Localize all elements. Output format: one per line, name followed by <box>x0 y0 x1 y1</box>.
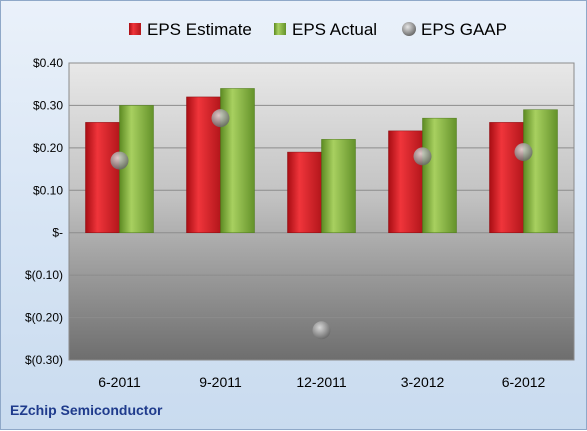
bar-eps-actual <box>321 139 356 233</box>
y-tick-label: $0.10 <box>33 183 63 197</box>
point-eps-gaap <box>312 321 331 340</box>
y-tick-label: $0.20 <box>33 141 63 155</box>
bar-eps-actual <box>119 105 154 233</box>
y-tick-label: $0.30 <box>33 98 63 112</box>
bar-eps-estimate <box>287 151 322 233</box>
legend-eps-estimate-swatch <box>129 23 141 35</box>
y-axis-ticks: $0.40 $0.30 $0.20 $0.10 $- $(0.10) $(0.20) $(0.… <box>25 56 63 367</box>
point-eps-gaap <box>110 151 129 170</box>
bar-eps-actual <box>523 109 558 233</box>
legend-eps-estimate-label: EPS Estimate <box>147 20 252 39</box>
y-tick-label: $0.40 <box>33 56 63 70</box>
bar-eps-actual <box>220 88 255 233</box>
y-tick-label: $- <box>52 226 63 240</box>
bar-eps-actual <box>422 117 457 233</box>
bar-eps-estimate <box>489 122 524 233</box>
point-eps-gaap <box>211 109 230 128</box>
point-eps-gaap <box>413 147 432 166</box>
x-category-label: 12-2011 <box>296 374 347 390</box>
point-eps-gaap <box>514 143 533 162</box>
y-tick-label: $(0.10) <box>25 268 63 282</box>
bars <box>85 88 558 233</box>
bar-eps-estimate <box>85 122 120 233</box>
legend: EPS Estimate EPS Actual EPS GAAP <box>129 20 507 39</box>
legend-eps-gaap-swatch <box>402 22 416 36</box>
bar-eps-estimate <box>388 130 423 233</box>
x-category-label: 6-2011 <box>98 374 141 390</box>
x-category-label: 9-2011 <box>199 374 242 390</box>
y-tick-label: $(0.30) <box>25 353 63 367</box>
gaap-points <box>110 109 533 340</box>
legend-eps-actual-label: EPS Actual <box>292 20 377 39</box>
x-axis-labels: 6-2011 9-2011 12-2011 3-2012 6-2012 <box>98 374 545 390</box>
y-tick-label: $(0.20) <box>25 311 63 325</box>
x-category-label: 6-2012 <box>502 374 546 390</box>
company-name: EZchip Semiconductor <box>10 402 163 418</box>
legend-eps-actual-swatch <box>274 23 286 35</box>
x-category-label: 3-2012 <box>401 374 445 390</box>
legend-eps-gaap-label: EPS GAAP <box>421 20 507 39</box>
